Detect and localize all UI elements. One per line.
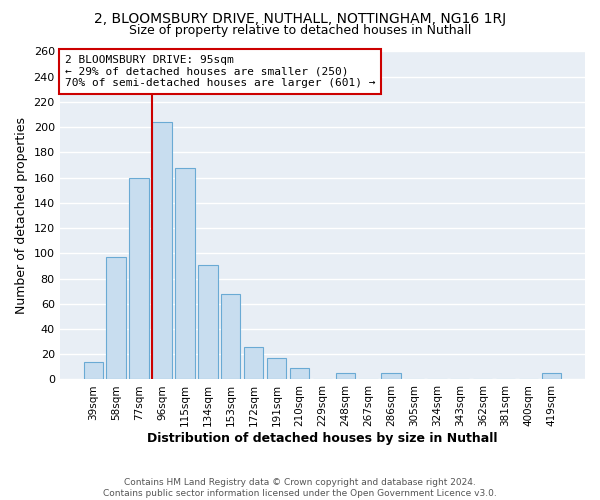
Bar	[290, 368, 309, 380]
Bar	[335, 373, 355, 380]
Text: Size of property relative to detached houses in Nuthall: Size of property relative to detached ho…	[129, 24, 471, 37]
Y-axis label: Number of detached properties: Number of detached properties	[15, 117, 28, 314]
Bar	[382, 373, 401, 380]
Bar	[267, 358, 286, 380]
Bar	[175, 168, 194, 380]
Bar	[152, 122, 172, 380]
Bar	[542, 373, 561, 380]
Bar	[244, 346, 263, 380]
Bar	[221, 294, 241, 380]
Bar	[130, 178, 149, 380]
Bar	[106, 257, 126, 380]
Text: 2 BLOOMSBURY DRIVE: 95sqm
← 29% of detached houses are smaller (250)
70% of semi: 2 BLOOMSBURY DRIVE: 95sqm ← 29% of detac…	[65, 55, 376, 88]
Text: Contains HM Land Registry data © Crown copyright and database right 2024.
Contai: Contains HM Land Registry data © Crown c…	[103, 478, 497, 498]
X-axis label: Distribution of detached houses by size in Nuthall: Distribution of detached houses by size …	[147, 432, 497, 445]
Bar	[83, 362, 103, 380]
Bar	[198, 264, 218, 380]
Text: 2, BLOOMSBURY DRIVE, NUTHALL, NOTTINGHAM, NG16 1RJ: 2, BLOOMSBURY DRIVE, NUTHALL, NOTTINGHAM…	[94, 12, 506, 26]
